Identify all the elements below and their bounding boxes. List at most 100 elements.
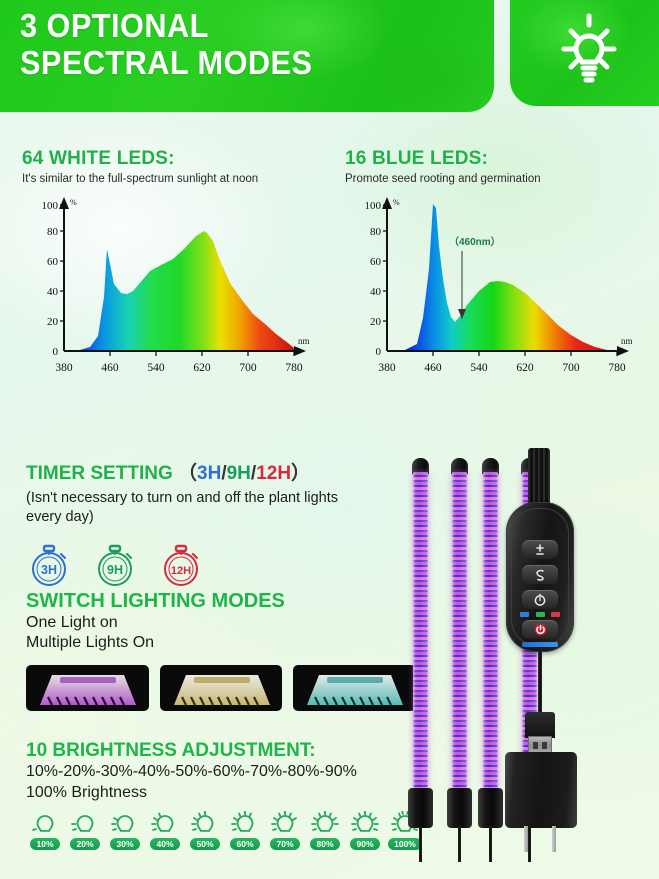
spectrum-mode-button[interactable]	[522, 565, 558, 584]
brightness-level-50[interactable]: 50%	[186, 810, 224, 851]
svg-text:nm: nm	[621, 336, 633, 346]
brightness-badge-80: 80%	[310, 837, 340, 851]
led-strip-base	[408, 788, 433, 828]
stopwatch-9h-icon[interactable]: 9H	[92, 541, 138, 589]
bulb-icon-3-rays	[111, 814, 134, 832]
svg-text:700: 700	[239, 362, 257, 374]
stopwatch-12h-label: 12H	[171, 565, 191, 577]
brightness-plus-minus-button[interactable]	[522, 540, 558, 559]
svg-text:60: 60	[47, 256, 59, 268]
led-strip-cap	[451, 458, 468, 475]
brightness-level-40[interactable]: 40%	[146, 811, 184, 851]
bulb-icon-5-rays	[191, 810, 214, 832]
brightness-badge-10: 10%	[30, 837, 60, 851]
switch-modes-thumbnails	[26, 664, 417, 711]
usb-cable	[538, 650, 542, 718]
bulb-icon-1-ray	[32, 814, 54, 832]
chart-white-subtitle: It's similar to the full-spectrum sunlig…	[22, 173, 259, 185]
page-title-line1: 3 OPTIONAL	[20, 7, 209, 44]
chart-blue-subtitle: Promote seed rooting and germination	[345, 173, 541, 185]
svg-text:20: 20	[370, 316, 382, 328]
power-button[interactable]	[522, 620, 558, 639]
svg-text:80: 80	[370, 226, 382, 238]
usb-plug-housing	[525, 712, 555, 738]
plus-minus-icon	[536, 543, 544, 555]
led-strip-stem	[419, 826, 422, 862]
brightness-badge-40: 40%	[150, 837, 180, 851]
timer-paren-close: ）	[291, 463, 311, 484]
brightness-level-90[interactable]: 90%	[346, 810, 384, 851]
timer-note: (Isn't necessary to turn on and off the …	[26, 489, 406, 527]
svg-text:0: 0	[53, 346, 59, 358]
svg-text:780: 780	[608, 362, 626, 374]
timer-note-line2: every day)	[26, 508, 94, 525]
led-strip-tube	[483, 472, 498, 790]
wall-adapter	[505, 752, 577, 828]
timer-section: TIMER SETTING （3H/9H/12H） (Isn't necessa…	[26, 458, 416, 589]
indicator-led-row	[520, 612, 560, 618]
brightness-badge-90: 90%	[350, 837, 380, 851]
chart-blue-title: 16 BLUE LEDS:	[345, 148, 489, 169]
brightness-badge-50: 50%	[190, 837, 220, 851]
led-strip-stem	[458, 826, 461, 862]
svg-text:460: 460	[101, 362, 119, 374]
brightness-badge-60: 60%	[230, 837, 260, 851]
svg-text:460: 460	[424, 362, 442, 374]
svg-text:40: 40	[47, 286, 59, 298]
svg-text:100: 100	[42, 200, 59, 212]
svg-text:0: 0	[376, 346, 382, 358]
led-strip-tube	[413, 472, 428, 790]
svg-text:40: 40	[370, 286, 382, 298]
timer-note-line1: (Isn't necessary to turn on and off the …	[26, 490, 339, 506]
brightness-level-60[interactable]: 60%	[226, 810, 264, 851]
indicator-led-red	[551, 612, 560, 617]
brightness-line2: 100% Brightness	[26, 783, 147, 801]
power-icon	[534, 623, 546, 636]
brightness-level-80[interactable]: 80%	[306, 810, 344, 851]
stopwatch-12h-icon[interactable]: 12H	[158, 541, 204, 589]
timer-heading-label: TIMER SETTING	[26, 463, 173, 484]
indicator-led-green	[535, 612, 545, 617]
svg-text:620: 620	[193, 362, 211, 374]
led-strip-tube	[452, 472, 467, 790]
led-strip-cap	[412, 458, 429, 475]
controller-cable	[528, 448, 550, 508]
indicator-led-blue	[520, 612, 529, 617]
page-title-line2: SPECTRAL MODES	[20, 43, 313, 81]
bulb-icon-6-rays	[231, 810, 254, 832]
brightness-badge-100: 100%	[388, 837, 422, 851]
led-strip-stem	[528, 826, 531, 862]
grow-light-purple-image	[40, 674, 136, 706]
chart-blue-annotation: （460nm）	[449, 235, 501, 248]
product-photo	[400, 448, 659, 870]
thumbnail-mode-cyan[interactable]	[293, 664, 417, 711]
svg-text:100: 100	[365, 200, 382, 212]
timer-sep-2: /	[250, 463, 257, 484]
thumbnail-mode-purple[interactable]	[26, 664, 149, 711]
brightness-heading: 10 BRIGHTNESS ADJUSTMENT:	[26, 740, 316, 761]
bulb-icon-8-rays	[311, 810, 339, 832]
brightness-level-10[interactable]: 10%	[26, 811, 64, 851]
bulb-icon-4-rays	[151, 812, 174, 832]
brightness-level-70[interactable]: 70%	[266, 810, 304, 851]
brightness-line1: 10%-20%-30%-40%-50%-60%-70%-80%-90%	[26, 763, 357, 780]
timer-option-3h: 3H	[197, 463, 222, 484]
svg-text:nm: nm	[298, 336, 310, 346]
svg-text:620: 620	[516, 362, 534, 374]
svg-text:60: 60	[370, 256, 382, 268]
svg-text:700: 700	[562, 362, 580, 374]
chart-white-title: 64 WHITE LEDS:	[22, 148, 175, 169]
spectrum-mode-icon	[536, 569, 544, 581]
thumbnail-mode-warm-white[interactable]	[159, 664, 283, 711]
bulb-icon-7-rays	[271, 810, 297, 832]
brightness-level-20[interactable]: 20%	[66, 811, 104, 851]
chart-blue-plot: % nm （460nm） 0 20 40 60 80 100 380 460 540 620…	[365, 197, 633, 374]
brightness-level-row: 10% 20% 30%	[26, 810, 426, 851]
brightness-badge-70: 70%	[270, 837, 300, 851]
switch-modes-section: SWITCH LIGHTING MODES One Light on Multi…	[26, 590, 417, 711]
timer-button[interactable]	[522, 590, 558, 609]
switch-modes-line2: Multiple Lights On	[26, 634, 155, 652]
stopwatch-3h-icon[interactable]: 3H	[26, 541, 72, 589]
brightness-level-30[interactable]: 30%	[106, 811, 144, 851]
stopwatch-3h-label: 3H	[41, 563, 57, 577]
